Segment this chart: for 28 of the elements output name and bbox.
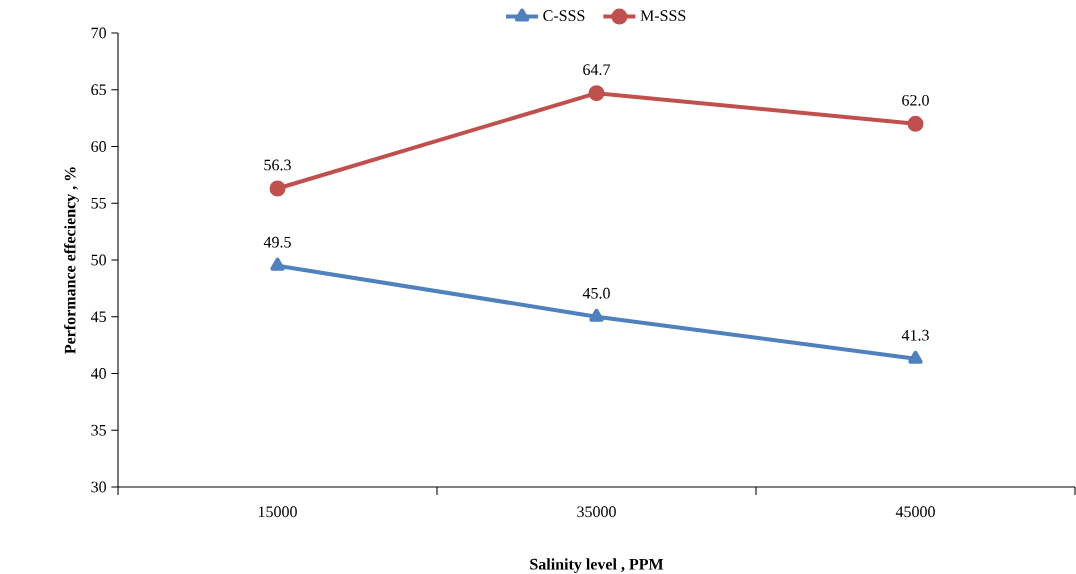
y-tick-label: 55 xyxy=(91,197,107,209)
data-label: 41.3 xyxy=(901,329,929,341)
y-tick-label: 50 xyxy=(91,254,107,266)
y-tick-label: 45 xyxy=(90,311,107,323)
y-axis-title: Performance effeciency , % xyxy=(64,167,79,354)
point xyxy=(907,115,924,132)
point xyxy=(588,85,605,102)
y-tick-label: 70 xyxy=(91,27,107,39)
data-label: 56.3 xyxy=(264,159,291,171)
x-tick-label: 35000 xyxy=(577,506,616,518)
y-tick-label: 40 xyxy=(90,368,107,379)
x-tick-label: 45000 xyxy=(895,506,935,518)
y-tick-label: 60 xyxy=(91,141,107,152)
data-label: 49.5 xyxy=(263,236,291,248)
y-tick-label: 30 xyxy=(91,481,107,493)
point xyxy=(269,180,286,197)
point xyxy=(908,350,923,364)
y-tick-label: 65 xyxy=(91,84,107,96)
data-label: 45.0 xyxy=(582,287,610,299)
data-label: 62.0 xyxy=(902,94,929,106)
legend-label: C-SSS xyxy=(543,10,585,22)
point xyxy=(270,257,285,271)
legend-label: M-SSS xyxy=(640,10,686,22)
x-axis-title: Salinity level , PPM xyxy=(530,558,664,573)
point xyxy=(589,308,604,322)
y-tick-label: 35 xyxy=(91,424,107,436)
x-tick-label: 15000 xyxy=(258,506,297,518)
data-label: 64.7 xyxy=(583,64,611,76)
